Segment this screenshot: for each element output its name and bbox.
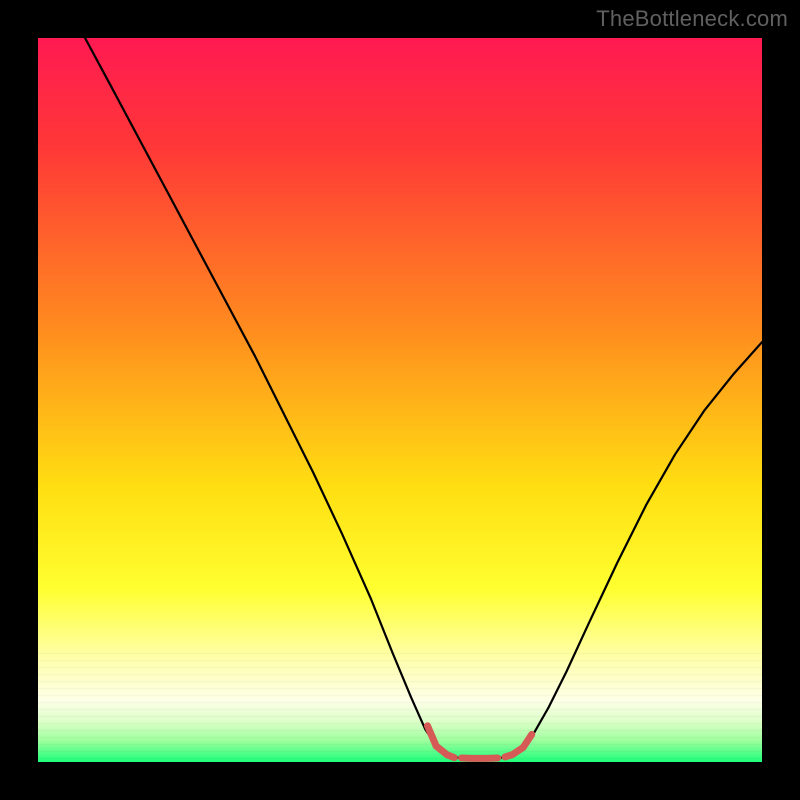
watermark-text: TheBottleneck.com xyxy=(596,6,788,32)
chart-plot-area xyxy=(38,38,762,762)
low-bottleneck-segment xyxy=(428,726,455,758)
chart-curve-layer xyxy=(38,38,762,762)
low-bottleneck-segment xyxy=(505,734,532,756)
bottleneck-curve xyxy=(85,38,762,758)
low-bottleneck-marks xyxy=(428,726,532,759)
